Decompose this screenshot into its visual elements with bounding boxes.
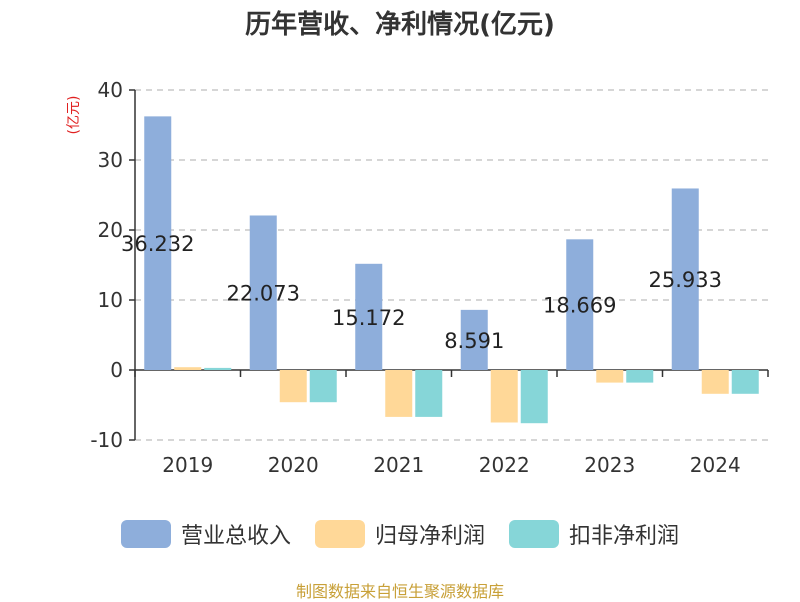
- legend-item-deducted-profit[interactable]: 扣非净利润: [509, 518, 679, 550]
- legend-item-net-profit[interactable]: 归母净利润: [314, 518, 485, 550]
- bar-deducted-profit[interactable]: [309, 370, 337, 403]
- y-tick-label: 0: [110, 358, 123, 382]
- bar-revenue[interactable]: [249, 215, 277, 370]
- data-labels: 36.232 22.073 15.172 8.591 18.669 25.933: [121, 232, 722, 353]
- bar-deducted-profit[interactable]: [520, 370, 548, 424]
- bar-deducted-profit[interactable]: [731, 370, 759, 394]
- bar-revenue[interactable]: [566, 239, 594, 370]
- y-axis-unit-label: (亿元): [66, 96, 82, 135]
- bar-revenue[interactable]: [671, 188, 699, 370]
- chart-title: 历年营收、净利情况(亿元): [245, 9, 555, 40]
- legend-swatch-revenue: [120, 520, 171, 548]
- y-tick-label: 30: [98, 148, 123, 172]
- data-label: 25.933: [649, 268, 722, 292]
- x-tick-label: 2022: [479, 453, 530, 477]
- bar-revenue[interactable]: [460, 309, 488, 370]
- data-source-note: 制图数据来自恒生聚源数据库: [295, 582, 504, 601]
- bar-net-profit[interactable]: [490, 370, 518, 423]
- bar-net-profit[interactable]: [174, 367, 202, 370]
- legend-swatch-deducted-profit: [509, 520, 559, 548]
- bar-deducted-profit[interactable]: [415, 370, 443, 417]
- data-label: 8.591: [444, 329, 504, 353]
- bar-net-profit[interactable]: [596, 370, 624, 383]
- y-tick-label: -10: [90, 428, 123, 452]
- data-label: 36.232: [121, 232, 194, 256]
- axes: -10 0 10 20 30 40 2019 2020 2021 2022 2023 2024: [90, 78, 769, 477]
- legend-item-revenue[interactable]: 营业总收入: [120, 518, 291, 550]
- legend-swatch-net-profit: [314, 520, 365, 548]
- data-label: 15.172: [332, 306, 405, 330]
- y-tick-label: 40: [98, 78, 123, 102]
- x-tick-label: 2020: [268, 453, 319, 477]
- data-label: 22.073: [227, 282, 300, 306]
- y-tick-label: 20: [98, 218, 123, 242]
- bar-net-profit[interactable]: [385, 370, 413, 417]
- x-tick-label: 2021: [373, 453, 424, 477]
- x-tick-label: 2019: [162, 453, 213, 477]
- bar-net-profit[interactable]: [279, 370, 307, 403]
- y-tick-label: 10: [98, 288, 123, 312]
- legend-label-deducted-profit: 扣非净利润: [569, 524, 680, 549]
- bar-net-profit[interactable]: [701, 370, 729, 394]
- bar-deducted-profit[interactable]: [204, 367, 232, 370]
- legend-label-revenue: 营业总收入: [180, 524, 291, 549]
- legend: 营业总收入 归母净利润 扣非净利润: [0, 518, 800, 550]
- bars: [144, 116, 759, 424]
- legend-label-net-profit: 归母净利润: [374, 524, 485, 549]
- bar-revenue[interactable]: [355, 263, 383, 370]
- bar-revenue[interactable]: [144, 116, 172, 370]
- data-label: 18.669: [543, 294, 616, 318]
- x-tick-label: 2023: [584, 453, 635, 477]
- x-tick-label: 2024: [690, 453, 741, 477]
- bar-deducted-profit[interactable]: [626, 370, 654, 383]
